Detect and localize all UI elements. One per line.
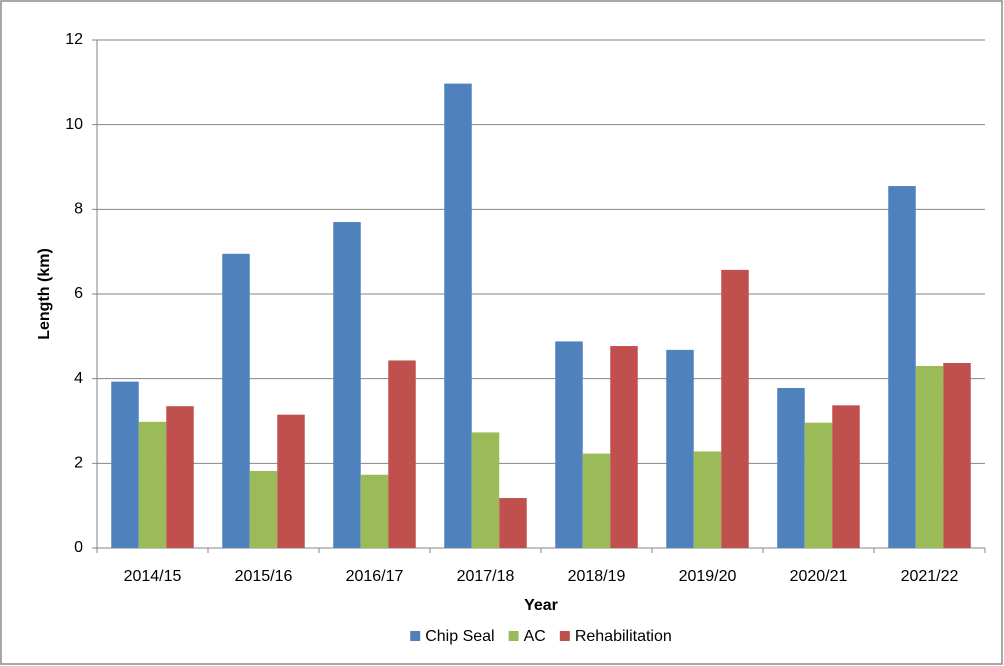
x-tick-label: 2018/19: [568, 568, 626, 585]
y-tick-label: 6: [74, 285, 83, 302]
bar: [610, 346, 638, 548]
x-tick-label: 2020/21: [790, 568, 848, 585]
legend-label: Chip Seal: [425, 628, 494, 645]
legend-swatch: [559, 631, 570, 641]
x-tick-label: 2021/22: [901, 568, 959, 585]
x-tick-label: 2016/17: [346, 568, 404, 585]
legend-swatch: [410, 631, 421, 641]
bar: [249, 470, 278, 548]
bar: [333, 222, 361, 549]
bar: [721, 269, 749, 548]
x-axis-label: Year: [524, 597, 558, 614]
bar: [138, 421, 167, 548]
bar: [471, 432, 500, 548]
x-tick-label: 2014/15: [124, 568, 182, 585]
y-tick-label: 10: [65, 116, 83, 133]
bar: [666, 349, 694, 548]
legend-label: Rehabilitation: [575, 628, 672, 645]
bar: [277, 414, 305, 548]
bar: [388, 360, 416, 548]
y-tick-label: 12: [65, 31, 83, 48]
bar: [166, 406, 194, 548]
bar: [111, 381, 139, 548]
bar: [915, 365, 944, 548]
x-tick-label: 2017/18: [457, 568, 515, 585]
bar: [222, 253, 250, 549]
y-tick-label: 4: [74, 370, 83, 387]
x-tick-label: 2015/16: [235, 568, 293, 585]
bar: [777, 387, 805, 548]
x-tick-label: 2019/20: [679, 568, 737, 585]
y-tick-label: 0: [74, 539, 83, 556]
bar: [499, 498, 527, 548]
bar: [360, 474, 389, 548]
y-tick-label: 2: [74, 455, 83, 472]
bar: [832, 405, 860, 548]
bar: [693, 451, 722, 548]
bar: [444, 83, 472, 548]
bar: [943, 363, 971, 548]
bar: [804, 422, 833, 548]
bar: [555, 341, 583, 548]
y-axis-label: Length (km): [36, 248, 53, 340]
y-tick-label: 8: [74, 201, 83, 218]
legend-swatch: [508, 631, 519, 641]
legend-label: AC: [524, 628, 546, 645]
bar: [888, 186, 916, 549]
bar: [582, 453, 611, 548]
